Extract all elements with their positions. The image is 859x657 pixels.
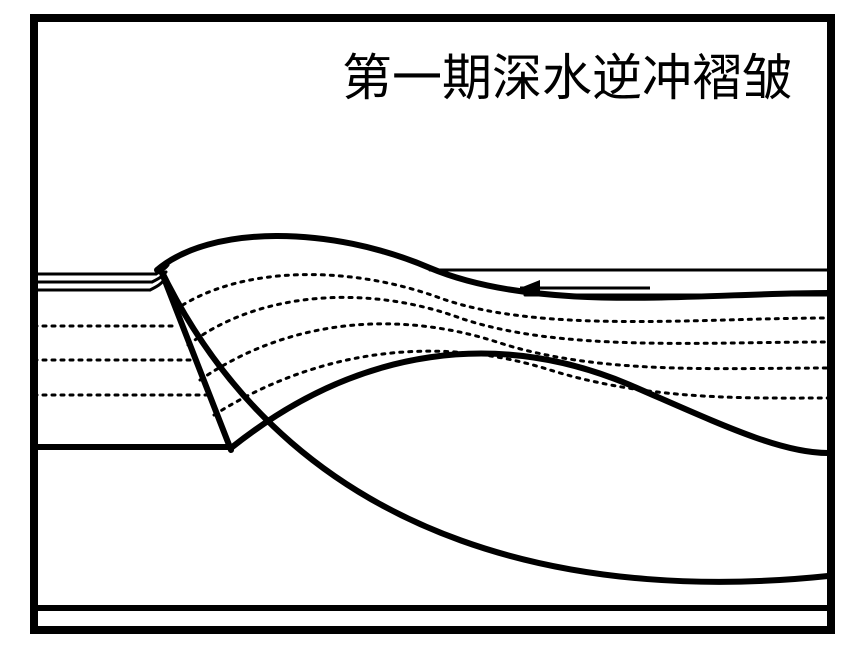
dotted-fold-3: [200, 324, 828, 380]
fold-top-surface: [157, 236, 828, 298]
solid-lines: [34, 236, 828, 608]
fold-bottom-surface: [231, 354, 828, 453]
dotted-fold-4: [214, 351, 828, 415]
cross-section-svg: [0, 0, 859, 657]
